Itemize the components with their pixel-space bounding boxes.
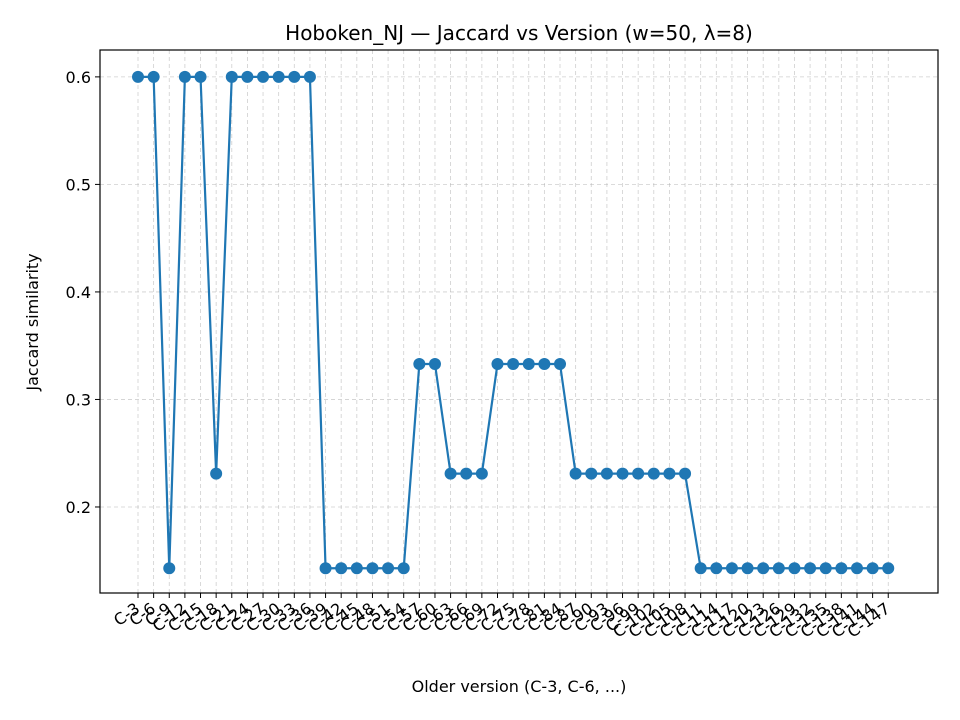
data-point [382, 562, 395, 575]
data-point [882, 562, 895, 575]
data-point [694, 562, 707, 575]
data-point [741, 562, 754, 575]
y-tick-label: 0.2 [66, 498, 91, 517]
data-point [303, 70, 316, 83]
data-point [679, 467, 692, 480]
data-point [257, 70, 270, 83]
plot-frame [99, 49, 939, 594]
data-point [757, 562, 770, 575]
data-point [600, 467, 613, 480]
data-point [538, 357, 551, 370]
y-tick-label: 0.4 [66, 283, 91, 302]
data-point [710, 562, 723, 575]
data-point [804, 562, 817, 575]
data-point [522, 357, 535, 370]
data-point [319, 562, 332, 575]
data-point [569, 467, 582, 480]
data-point [507, 357, 520, 370]
data-point [194, 70, 207, 83]
data-point [663, 467, 676, 480]
data-point [788, 562, 801, 575]
data-point [366, 562, 379, 575]
y-tick-label: 0.5 [66, 175, 91, 194]
data-point [819, 562, 832, 575]
points-layer [132, 70, 895, 575]
data-point [163, 562, 176, 575]
data-point [835, 562, 848, 575]
data-point [725, 562, 738, 575]
y-axis: 0.2 0.3 0.4 0.5 0.6 [66, 68, 100, 517]
data-point [491, 357, 504, 370]
data-point [460, 467, 473, 480]
data-point [428, 357, 441, 370]
data-point [554, 357, 567, 370]
data-point [647, 467, 660, 480]
y-tick-label: 0.3 [66, 390, 91, 409]
data-point [444, 467, 457, 480]
data-point [585, 467, 598, 480]
data-point [210, 467, 223, 480]
y-tick-label: 0.6 [66, 68, 91, 87]
x-axis-label: Older version (C-3, C-6, ...) [412, 677, 627, 696]
data-point [772, 562, 785, 575]
data-point [147, 70, 160, 83]
data-point [225, 70, 238, 83]
data-point [850, 562, 863, 575]
data-point [335, 562, 348, 575]
data-point [632, 467, 645, 480]
data-point [616, 467, 629, 480]
data-point [288, 70, 301, 83]
data-point [413, 357, 426, 370]
data-point [272, 70, 285, 83]
data-point [241, 70, 254, 83]
data-point [475, 467, 488, 480]
data-point [350, 562, 363, 575]
data-point [866, 562, 879, 575]
data-point [397, 562, 410, 575]
data-point [178, 70, 191, 83]
y-axis-label: Jaccard similarity [23, 253, 42, 391]
data-point [132, 70, 144, 83]
chart-title: Hoboken_NJ — Jaccard vs Version (w=50, λ… [285, 21, 753, 45]
